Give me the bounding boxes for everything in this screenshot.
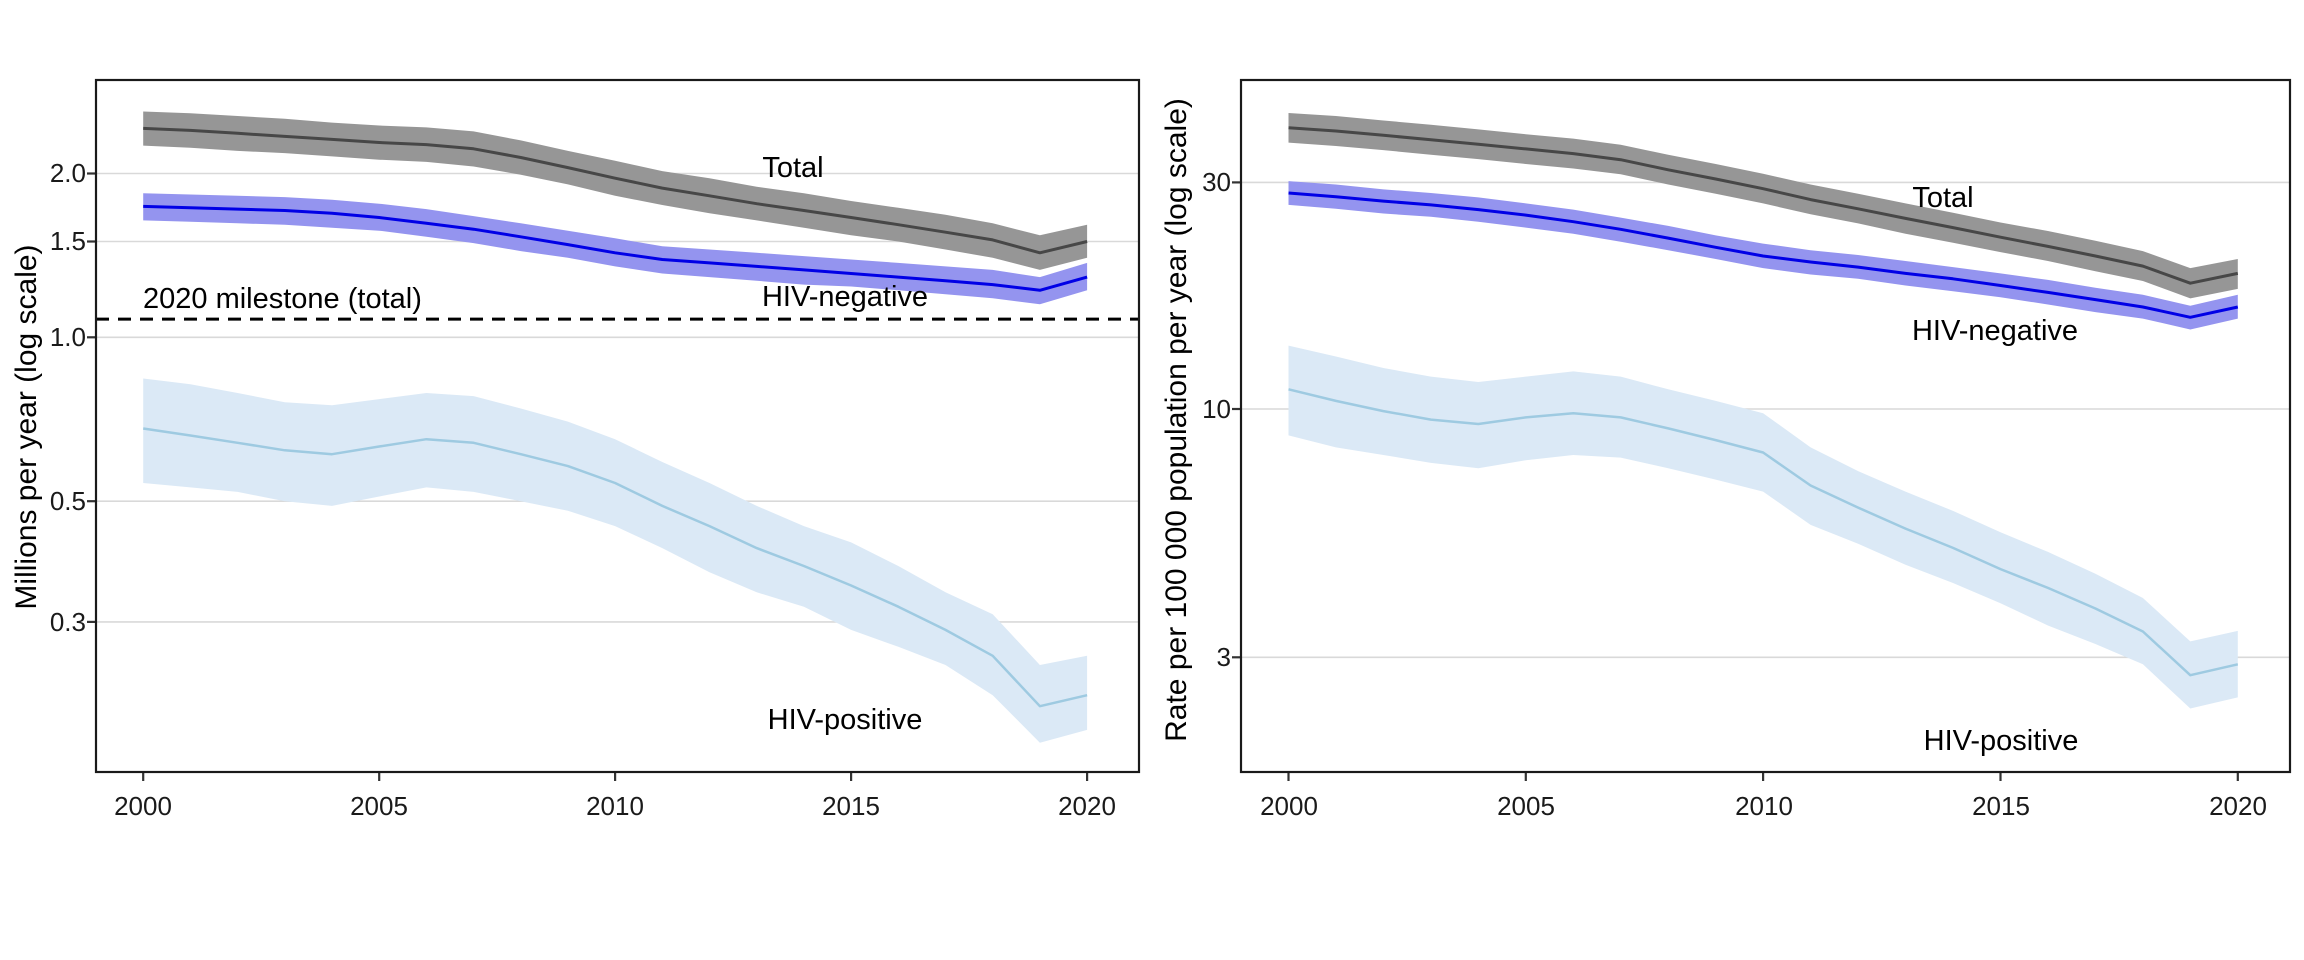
series-label-hiv-positive-left: HIV-positive xyxy=(767,704,923,736)
total-line xyxy=(143,126,1088,255)
hiv-positive-line xyxy=(143,427,1088,708)
hiv-positive-line xyxy=(1288,388,2239,677)
x-tick-label: 2015 xyxy=(822,791,880,821)
y-tick-label: 1.5 xyxy=(49,226,86,256)
total-uncertainty-band xyxy=(1288,113,2238,299)
y-tick-label: 3 xyxy=(1216,642,1231,672)
series-label-total-left: Total xyxy=(762,152,824,184)
series-label-hiv-negative-left: HIV-negative xyxy=(761,281,929,313)
x-tick-label: 2010 xyxy=(586,791,644,821)
hiv-positive-uncertainty-band xyxy=(143,378,1088,743)
series-label-hiv-positive-right: HIV-positive xyxy=(1923,725,2079,757)
hiv-negative-line xyxy=(1288,191,2239,319)
x-tick-label: 2005 xyxy=(1497,791,1555,821)
y-tick-label: 10 xyxy=(1202,394,1231,424)
panel-border xyxy=(94,78,1141,774)
x-tick-label: 2000 xyxy=(1260,791,1318,821)
x-tick-label: 2005 xyxy=(350,791,408,821)
hiv-negative-uncertainty-band xyxy=(143,193,1088,305)
y-tick-label: 0.5 xyxy=(49,486,86,516)
milestone-label: 2020 milestone (total) xyxy=(143,283,422,315)
series-label-total-right: Total xyxy=(1912,182,1974,214)
y-tick-label: 30 xyxy=(1202,167,1231,197)
x-tick-label: 2015 xyxy=(1972,791,2030,821)
x-tick-label: 2020 xyxy=(1058,791,1116,821)
y-tick-label: 2.0 xyxy=(49,158,86,188)
panel-border xyxy=(1239,78,2292,774)
total-line xyxy=(1288,126,2239,285)
x-tick-label: 2000 xyxy=(114,791,172,821)
y-axis-title-left: Millions per year (log scale) xyxy=(10,244,43,610)
total-uncertainty-band xyxy=(143,111,1088,270)
y-tick-label: 0.3 xyxy=(49,607,86,637)
hiv-positive-uncertainty-band xyxy=(1288,345,2238,709)
series-label-hiv-negative-right: HIV-negative xyxy=(1911,315,2079,347)
y-tick-label: 1.0 xyxy=(49,322,86,352)
x-tick-label: 2010 xyxy=(1735,791,1793,821)
hiv-negative-line xyxy=(143,204,1088,292)
x-tick-label: 2020 xyxy=(2209,791,2267,821)
